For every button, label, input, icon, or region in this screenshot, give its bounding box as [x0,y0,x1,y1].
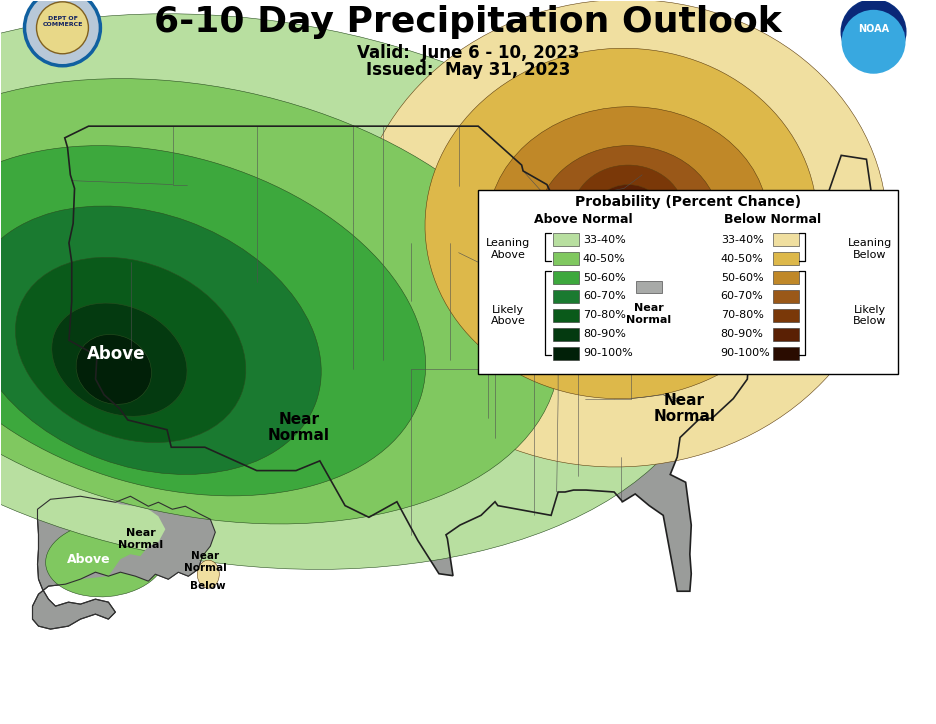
Bar [553,309,578,322]
Text: COMMERCE: COMMERCE [42,22,82,28]
Text: 50-60%: 50-60% [721,272,764,282]
Ellipse shape [51,303,187,416]
Bar [772,328,798,341]
Ellipse shape [0,14,716,569]
Text: 40-50%: 40-50% [721,253,764,264]
Bar [553,347,578,360]
Ellipse shape [572,165,684,262]
Text: 33-40%: 33-40% [721,235,764,245]
Ellipse shape [537,146,719,301]
Polygon shape [80,496,215,581]
Text: Leaning
Above: Leaning Above [486,238,530,260]
Text: Below: Below [191,581,227,592]
Text: Near
Normal: Near Normal [184,552,227,573]
Bar [553,290,578,303]
Text: Above Normal: Above Normal [534,213,632,226]
Ellipse shape [355,0,887,467]
Circle shape [841,10,905,74]
Bar [553,233,578,246]
Ellipse shape [197,560,219,588]
Text: 70-80%: 70-80% [583,311,626,321]
Wedge shape [841,0,905,32]
Text: 90-100%: 90-100% [721,348,770,358]
Text: DEPT OF: DEPT OF [48,17,78,21]
Text: Below Normal: Below Normal [724,213,821,226]
Ellipse shape [46,521,166,597]
Text: Issued:  May 31, 2023: Issued: May 31, 2023 [366,61,570,79]
Text: Likely
Above: Likely Above [490,305,525,327]
Ellipse shape [425,49,817,399]
Bar [553,252,578,265]
Text: Near
Normal: Near Normal [268,412,329,443]
Ellipse shape [488,106,768,340]
Text: NOAA: NOAA [858,24,889,34]
Bar [772,309,798,322]
Text: Near
Normal: Near Normal [653,392,715,424]
Bar [553,271,578,284]
Bar [636,280,662,293]
Text: 90-100%: 90-100% [583,348,633,358]
Bar [772,271,798,284]
Bar [553,328,578,341]
Bar [772,252,798,265]
Text: Near
Normal: Near Normal [626,303,671,324]
Bar [772,347,798,360]
Text: 60-70%: 60-70% [583,292,625,301]
Text: Below: Below [642,219,698,236]
Text: Likely
Below: Likely Below [853,305,886,327]
Text: Above: Above [66,552,110,565]
Ellipse shape [610,196,646,231]
Polygon shape [33,496,215,629]
Text: 70-80%: 70-80% [721,311,764,321]
Text: Valid:  June 6 - 10, 2023: Valid: June 6 - 10, 2023 [357,43,579,62]
Text: 6-10 Day Precipitation Outlook: 6-10 Day Precipitation Outlook [154,5,782,39]
Ellipse shape [593,185,664,243]
Circle shape [24,0,100,66]
Text: 50-60%: 50-60% [583,272,625,282]
Text: Leaning
Below: Leaning Below [847,238,892,260]
Text: 40-50%: 40-50% [583,253,625,264]
Bar [772,290,798,303]
Bar [478,190,898,374]
Bar [772,233,798,246]
Ellipse shape [0,79,560,524]
Polygon shape [65,126,873,592]
Text: Near
Normal: Near Normal [118,529,163,550]
Circle shape [841,0,905,64]
Text: Above: Above [87,345,146,363]
Text: Probability (Percent Chance): Probability (Percent Chance) [575,195,801,209]
Ellipse shape [15,257,246,442]
Text: 33-40%: 33-40% [583,235,625,245]
Ellipse shape [76,334,152,405]
Ellipse shape [0,206,321,474]
Circle shape [37,2,88,54]
Text: 60-70%: 60-70% [721,292,764,301]
Text: 80-90%: 80-90% [721,329,764,340]
Ellipse shape [0,146,426,496]
Text: 80-90%: 80-90% [583,329,626,340]
